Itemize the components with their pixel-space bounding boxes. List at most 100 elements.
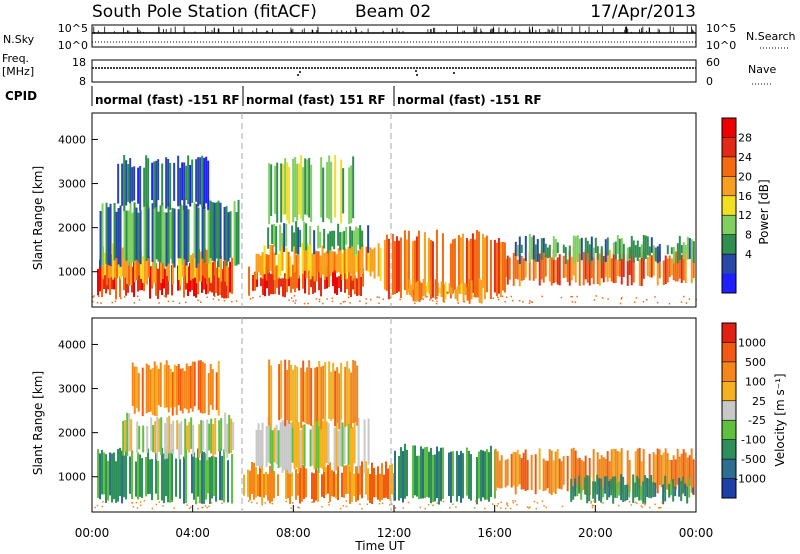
echo-cell <box>377 466 379 500</box>
echo-cell <box>385 234 388 291</box>
echo-cell <box>170 423 173 454</box>
echo-cell <box>592 252 595 285</box>
echo-cell <box>367 244 370 272</box>
echo-cell <box>462 453 464 499</box>
echo-cell <box>489 239 492 299</box>
echo-cell <box>633 301 636 304</box>
echo-cell <box>127 164 130 202</box>
echo-cell <box>357 250 360 280</box>
echo-cell <box>285 247 288 279</box>
echo-cell <box>213 295 216 297</box>
echo-cell <box>500 455 503 489</box>
echo-cell <box>449 243 452 299</box>
echo-cell <box>516 449 519 487</box>
echo-cell <box>303 221 306 251</box>
echo-cell <box>295 469 297 500</box>
echo-cell <box>341 253 344 280</box>
echo-cell <box>129 456 132 494</box>
echo-cell <box>109 267 112 295</box>
echo-cell <box>197 360 200 410</box>
echo-cell <box>160 417 163 456</box>
echo-cell <box>199 460 202 504</box>
echo-cell <box>355 466 357 502</box>
echo-cell <box>654 296 656 298</box>
echo-cell <box>357 227 360 245</box>
echo-cell <box>105 263 108 294</box>
echo-cell <box>213 456 216 497</box>
colorbar-tick-label: 16 <box>738 190 752 203</box>
echo-cell <box>328 274 331 288</box>
echo-cell <box>304 372 307 424</box>
echo-cell <box>431 299 434 302</box>
echo-cell <box>668 459 671 496</box>
echo-cell <box>318 360 321 427</box>
echo-cell <box>332 362 335 419</box>
echo-cell <box>427 504 430 506</box>
echo-cell <box>339 248 342 275</box>
echo-cell <box>199 360 202 413</box>
echo-cell <box>475 500 477 502</box>
echo-cell <box>125 259 128 296</box>
echo-cell <box>348 167 351 225</box>
echo-cell <box>333 230 336 250</box>
echo-cell <box>297 473 299 496</box>
echo-cell <box>554 451 557 494</box>
echo-cell <box>137 212 140 263</box>
echo-cell <box>294 270 297 293</box>
echo-cell <box>205 156 208 204</box>
echo-cell <box>121 163 124 206</box>
echo-cell <box>229 211 232 258</box>
echo-cell <box>310 164 313 223</box>
power-bands <box>92 155 697 305</box>
echo-cell <box>536 502 539 504</box>
echo-cell <box>139 504 142 507</box>
echo-cell <box>137 167 140 204</box>
echo-cell <box>297 227 300 255</box>
echo-cell <box>410 284 413 297</box>
echo-cell <box>400 447 402 499</box>
echo-cell <box>426 282 429 293</box>
echo-cell <box>121 450 124 504</box>
echo-cell <box>534 454 537 495</box>
echo-cell <box>291 472 293 497</box>
echo-cell <box>337 248 340 273</box>
echo-cell <box>471 233 474 293</box>
echo-cell <box>304 268 307 294</box>
echo-cell <box>534 244 537 262</box>
echo-cell <box>259 255 262 276</box>
echo-cell <box>642 502 644 505</box>
echo-cell <box>301 464 303 502</box>
velocity-colorbar-label: Velocity [m s⁻¹] <box>773 373 787 466</box>
echo-cell <box>398 456 400 501</box>
echo-cell <box>522 452 525 490</box>
echo-cell <box>269 244 272 271</box>
echo-cell <box>460 283 463 295</box>
echo-cell <box>176 420 179 450</box>
echo-cell <box>243 474 245 496</box>
echo-cell <box>524 449 527 492</box>
echo-cell <box>419 506 422 509</box>
echo-cell <box>576 295 578 298</box>
echo-cell <box>331 300 334 303</box>
echo-cell <box>518 236 521 265</box>
echo-cell <box>636 502 638 505</box>
echo-cell <box>492 503 494 505</box>
echo-cell <box>642 481 645 504</box>
echo-cell <box>680 254 683 284</box>
echo-cell <box>642 300 645 303</box>
echo-cell <box>136 295 139 298</box>
echo-cell <box>516 503 518 506</box>
echo-cell <box>397 240 400 292</box>
echo-cell <box>263 245 266 275</box>
echo-cell <box>119 447 122 497</box>
echo-cell <box>295 419 298 468</box>
echo-cell <box>204 505 207 507</box>
echo-cell <box>141 458 144 499</box>
echo-cell <box>562 255 565 278</box>
echo-cell <box>536 239 539 262</box>
echo-cell <box>122 247 125 277</box>
echo-cell <box>533 500 536 503</box>
echo-cell <box>94 506 96 509</box>
echo-cell <box>586 252 589 283</box>
echo-cell <box>213 261 216 296</box>
